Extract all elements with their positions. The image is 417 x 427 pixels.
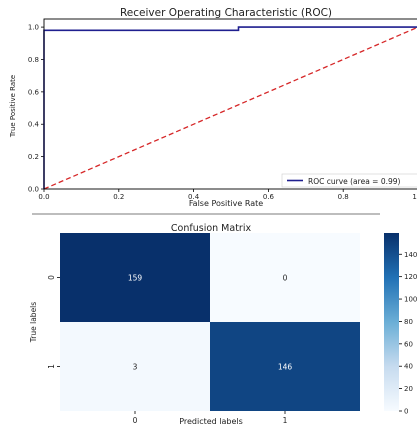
roc-x-ticks: 0.0 0.2 0.4 0.6 0.8 1.0	[38, 189, 417, 201]
roc-chance-line	[43, 26, 417, 190]
cm-cell-value: 146	[278, 363, 293, 372]
cm-cell-value: 0	[283, 274, 288, 283]
roc-y-tick-label: 0.8	[28, 56, 39, 64]
cm-y-tick-label: 0	[47, 275, 56, 280]
roc-x-axis-label: False Positive Rate	[189, 199, 263, 208]
roc-chart: Receiver Operating Characteristic (ROC) …	[9, 7, 417, 208]
roc-lines	[43, 26, 417, 190]
cm-colorbar-tick-label: 60	[404, 340, 413, 348]
cm-colorbar-tick-label: 20	[404, 385, 413, 393]
roc-y-tick-label: 0.2	[28, 153, 39, 161]
cm-cell	[210, 233, 360, 322]
roc-plot-frame	[43, 18, 417, 190]
cm-colorbar-tick-label: 140	[404, 251, 417, 259]
roc-legend-box	[281, 173, 417, 188]
cm-colorbar-tick-label: 100	[404, 296, 417, 304]
confusion-matrix-chart: Confusion Matrix 159 0 3 146 0 1 0 1 Predicted…	[29, 223, 417, 426]
roc-y-tick-label: 0.4	[28, 121, 40, 129]
cm-colorbar-ticks: 0 20 40 60 80 100 120 140	[399, 251, 417, 416]
roc-x-tick-label: 0.2	[113, 193, 124, 201]
roc-x-tick-label: 1.0	[412, 193, 417, 201]
cm-colorbar-tick-label: 40	[404, 363, 413, 371]
roc-y-tick-label: 1.0	[28, 24, 39, 32]
cm-cell-value: 3	[133, 363, 138, 372]
cm-y-tick-label: 1	[47, 364, 56, 369]
roc-title: Receiver Operating Characteristic (ROC)	[120, 7, 332, 19]
cm-colorbar-tick-label: 120	[404, 273, 417, 281]
cm-cell	[210, 322, 360, 411]
cm-y-axis-label: True labels	[29, 302, 38, 343]
cm-ticks: 0 1 0 1	[47, 275, 288, 425]
roc-legend: ROC curve (area = 0.99)	[281, 173, 417, 188]
cm-colorbar	[384, 233, 399, 411]
cm-cell-value: 159	[128, 274, 143, 283]
cm-x-axis-label: Predicted labels	[179, 417, 243, 426]
roc-y-ticks: 0.0 0.2 0.4 0.6 0.8 1.0	[28, 24, 44, 194]
cm-cell	[60, 233, 210, 322]
cm-x-tick-label: 0	[133, 416, 138, 425]
roc-y-axis-label: True Positive Rate	[9, 75, 17, 138]
roc-x-tick-label: 0.8	[338, 193, 349, 201]
roc-y-tick-label: 0.0	[28, 186, 39, 194]
cm-title: Confusion Matrix	[171, 223, 252, 234]
cm-x-tick-label: 1	[283, 416, 288, 425]
roc-y-tick-label: 0.6	[28, 88, 40, 96]
roc-x-tick-label: 0.6	[263, 193, 275, 201]
cm-cells: 159 0 3 146	[60, 233, 360, 411]
cm-cell	[60, 322, 210, 411]
cm-colorbar-tick-label: 80	[404, 318, 413, 326]
cm-colorbar-tick-label: 0	[404, 408, 408, 416]
roc-legend-label: ROC curve (area = 0.99)	[308, 177, 401, 186]
roc-x-tick-label: 0.0	[38, 193, 49, 201]
roc-x-tick-label: 0.4	[188, 193, 200, 201]
